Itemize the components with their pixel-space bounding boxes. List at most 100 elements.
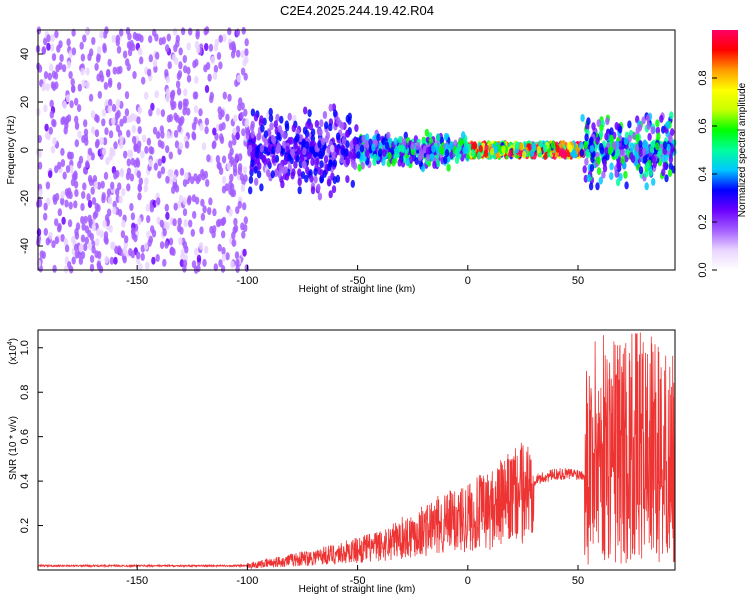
spectrogram-cell <box>245 131 250 140</box>
spectrogram-cell <box>295 154 301 163</box>
x-tick-label: 0 <box>465 275 471 287</box>
spectrogram-cell <box>217 243 222 252</box>
spectrogram-cell <box>607 147 613 155</box>
spectrogram-cell <box>165 145 170 154</box>
spectrogram-cell <box>604 132 609 141</box>
spectrogram-cell <box>621 149 626 157</box>
spectrogram-cell <box>160 166 166 175</box>
spectrogram-cell <box>111 117 116 126</box>
spectrogram-cell <box>94 129 100 138</box>
spectrogram-cell <box>68 151 73 160</box>
spectrogram-cell <box>332 109 338 118</box>
spectrogram-cell <box>136 170 141 179</box>
spectrogram-cell <box>589 164 595 172</box>
spectrogram-cell <box>85 80 90 89</box>
spectrogram-cell <box>644 169 649 178</box>
spectrogram-cell <box>271 136 277 145</box>
spectrogram-cell <box>345 140 350 149</box>
spectrogram-cell <box>348 151 353 160</box>
spectrogram-cell <box>618 125 623 134</box>
spectrogram-cell <box>82 182 87 191</box>
spectrogram-cell <box>136 251 141 260</box>
spectrogram-cell <box>624 181 629 190</box>
spectrogram-cell <box>313 168 318 176</box>
spectrogram-cell <box>120 230 126 239</box>
spectrogram-cell <box>270 170 275 179</box>
spectrogram-cell <box>79 41 84 50</box>
spectrogram-cell <box>147 68 152 77</box>
spectrogram-cell <box>646 121 651 130</box>
colorbar-gradient <box>712 30 738 270</box>
spectrogram-cell <box>104 255 109 264</box>
spectrogram-cell <box>205 179 210 187</box>
spectrogram-cell <box>242 166 248 175</box>
spectrogram-cell <box>454 148 460 157</box>
spectrogram-cell <box>103 81 109 90</box>
spectrogram-cell <box>114 245 119 254</box>
spectrogram-cell <box>644 141 649 150</box>
spectrogram-cell <box>43 212 48 221</box>
spectrogram-cell <box>240 184 246 192</box>
spectrogram-y-label: Frequency (Hz) <box>6 116 17 185</box>
spectrogram-cell <box>623 137 629 146</box>
spectrogram-cell <box>244 119 249 128</box>
spectrogram-cell <box>69 100 74 109</box>
spectrogram-cell <box>229 147 234 156</box>
spectrogram-cell <box>585 148 590 157</box>
spectrogram-cell <box>237 200 242 209</box>
spectrogram-cell <box>315 157 320 166</box>
spectrogram-cell <box>240 222 245 231</box>
spectrogram-cell <box>77 160 82 169</box>
spectrogram-cell <box>96 228 101 237</box>
spectrogram-cell <box>126 41 132 50</box>
spectrogram-cell <box>165 211 170 220</box>
spectrogram-cell <box>598 176 603 185</box>
spectrogram-cell <box>655 142 660 151</box>
spectrogram-cell <box>80 216 85 224</box>
spectrogram-cell <box>248 175 254 184</box>
spectrogram-cell <box>194 75 199 84</box>
spectrogram-cell <box>137 217 142 226</box>
spectrogram-cell <box>166 114 172 123</box>
spectrogram-cell <box>123 150 128 159</box>
spectrogram-cell <box>276 145 282 154</box>
spectrogram-cell <box>162 228 167 237</box>
spectrogram-cell <box>240 67 246 76</box>
spectrogram-cell <box>106 68 111 77</box>
spectrogram-cell <box>60 117 65 126</box>
spectrogram-cell <box>48 126 53 135</box>
spectrogram-cell <box>172 174 177 183</box>
spectrogram-cell <box>236 49 241 58</box>
spectrogram-cell <box>148 35 153 44</box>
spectrogram-cell <box>51 118 56 127</box>
spectrogram-cell <box>168 151 173 160</box>
spectrogram-cell <box>132 135 137 144</box>
spectrogram-cell <box>302 147 307 156</box>
spectrogram-cell <box>277 170 282 179</box>
spectrogram-cell <box>112 66 118 75</box>
spectrogram-cell <box>364 140 369 149</box>
spectrogram-cell <box>74 250 80 259</box>
spectrogram-cell <box>637 123 643 132</box>
spectrogram-cell <box>615 178 621 187</box>
spectrogram-cell <box>39 250 44 259</box>
spectrogram-cell <box>599 142 604 151</box>
spectrogram-cell <box>94 202 100 211</box>
snr-frame <box>37 329 676 571</box>
spectrogram-cell <box>204 43 209 51</box>
spectrogram-cell <box>218 61 223 70</box>
spectrogram-cell <box>599 124 604 133</box>
spectrogram-cell <box>623 170 628 179</box>
spectrogram-cell <box>95 238 100 247</box>
spectrogram-cell <box>280 147 286 155</box>
spectrogram-cell <box>661 168 666 177</box>
spectrogram-cell <box>94 140 100 149</box>
spectrogram-cell <box>216 52 222 60</box>
spectrogram-cell <box>63 237 69 246</box>
spectrogram-cell <box>184 172 189 181</box>
spectrogram-cell <box>83 119 88 128</box>
spectrogram-cell <box>518 142 523 151</box>
spectrogram-cell <box>667 169 673 177</box>
spectrogram-cell <box>139 56 144 65</box>
spectrogram-cell <box>601 170 606 179</box>
